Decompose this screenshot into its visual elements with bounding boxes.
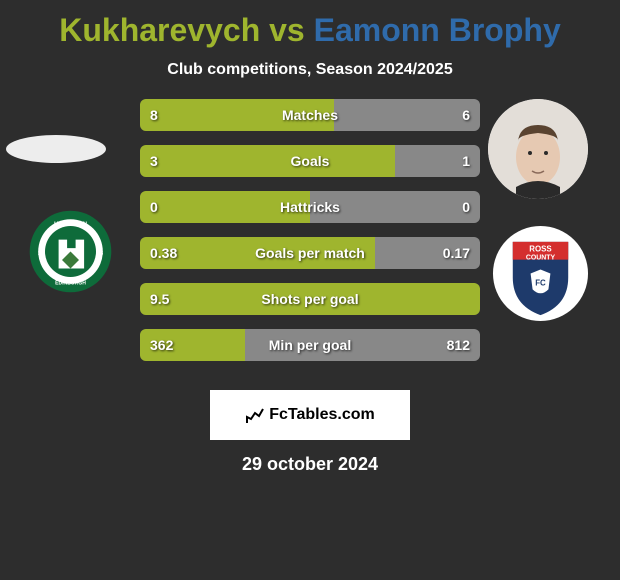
stat-bar-left [140, 99, 334, 131]
player1-club-crest: HIBERNIAN EDINBURGH 18 75 [28, 209, 113, 294]
fctables-icon [245, 405, 265, 425]
stat-bar-left [140, 283, 480, 315]
stat-row: Matches86 [140, 99, 480, 131]
stat-bar-right [395, 145, 480, 177]
stat-row: Min per goal362812 [140, 329, 480, 361]
season-subtitle: Club competitions, Season 2024/2025 [0, 61, 620, 79]
stat-row: Shots per goal9.5 [140, 283, 480, 315]
comparison-title: Kukharevych vs Eamonn Brophy [0, 0, 620, 49]
svg-text:ROSS: ROSS [529, 245, 551, 254]
stat-row: Hattricks00 [140, 191, 480, 223]
stat-bar-left [140, 237, 375, 269]
fctables-watermark: FcTables.com [210, 390, 410, 440]
stat-bar-right [310, 191, 480, 223]
svg-text:EDINBURGH: EDINBURGH [55, 281, 86, 287]
stat-bar-left [140, 145, 395, 177]
svg-text:FC: FC [535, 278, 546, 287]
svg-text:COUNTY: COUNTY [526, 255, 556, 262]
stat-row: Goals per match0.380.17 [140, 237, 480, 269]
player1-avatar [6, 135, 106, 163]
stat-row: Goals31 [140, 145, 480, 177]
stat-bar-left [140, 329, 245, 361]
snapshot-date: 29 october 2024 [0, 454, 620, 475]
stat-bar-left [140, 191, 310, 223]
svg-text:18: 18 [38, 251, 44, 257]
player2-avatar [488, 99, 588, 199]
svg-text:75: 75 [97, 251, 103, 257]
vs-separator: vs [260, 12, 313, 48]
fctables-label: FcTables.com [269, 406, 375, 424]
player2-name: Eamonn Brophy [314, 12, 561, 48]
player1-name: Kukharevych [59, 12, 260, 48]
player2-club-crest: ROSS COUNTY FC [491, 224, 590, 323]
stats-bars: Matches86 Goals31 Hattricks00 Goals per mat… [140, 99, 480, 361]
svg-text:HIBERNIAN: HIBERNIAN [54, 222, 87, 228]
stat-bar-right [375, 237, 480, 269]
stat-bar-right [334, 99, 480, 131]
stat-bar-right [245, 329, 480, 361]
